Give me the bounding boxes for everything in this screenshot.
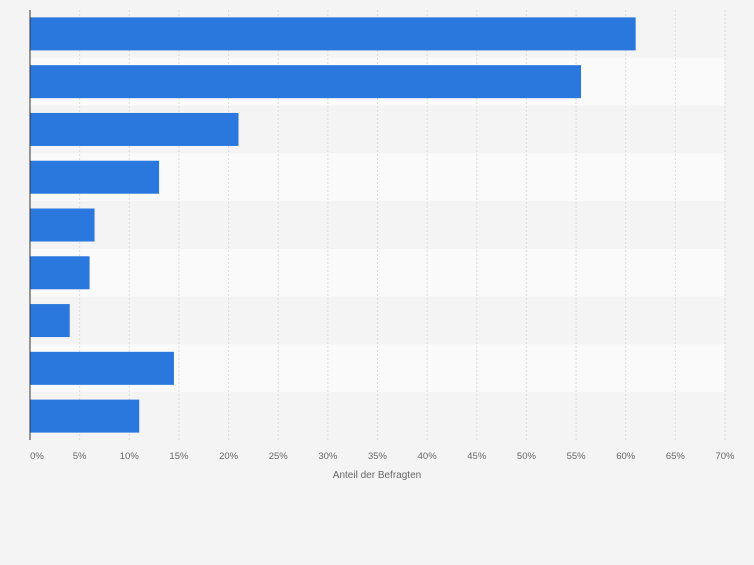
x-tick-label: 30% xyxy=(318,451,338,462)
x-tick-label: 60% xyxy=(616,451,636,462)
x-tick-label: 70% xyxy=(715,451,735,462)
x-tick-label: 25% xyxy=(269,451,289,462)
bar xyxy=(30,304,70,338)
x-tick-label: 45% xyxy=(467,451,487,462)
row-band xyxy=(30,392,725,440)
bar xyxy=(30,399,140,433)
x-tick-label: 35% xyxy=(368,451,388,462)
x-tick-label: 40% xyxy=(418,451,438,462)
bar xyxy=(30,208,95,242)
x-tick-label: 20% xyxy=(219,451,239,462)
bars xyxy=(30,17,636,433)
x-tick-label: 15% xyxy=(169,451,189,462)
x-tick-label: 65% xyxy=(666,451,686,462)
x-axis-label: Anteil der Befragten xyxy=(333,470,421,481)
row-band xyxy=(30,201,725,249)
x-tick-label: 10% xyxy=(120,451,140,462)
row-band xyxy=(30,248,725,297)
row-band xyxy=(30,296,725,345)
x-tick-label: 0% xyxy=(30,451,44,462)
x-tick-label: 50% xyxy=(517,451,537,462)
x-tick-label: 5% xyxy=(73,451,87,462)
bar xyxy=(30,17,636,51)
bar xyxy=(30,160,160,194)
x-tick-label: 55% xyxy=(567,451,587,462)
bar xyxy=(30,112,239,146)
bar xyxy=(30,65,582,99)
bar xyxy=(30,351,174,385)
bar xyxy=(30,256,90,290)
x-tick-labels: 0% 5% 10% 15% 20% 25% 30% 35% 40% 45% 50% 55% 60% 65%… xyxy=(30,451,735,462)
